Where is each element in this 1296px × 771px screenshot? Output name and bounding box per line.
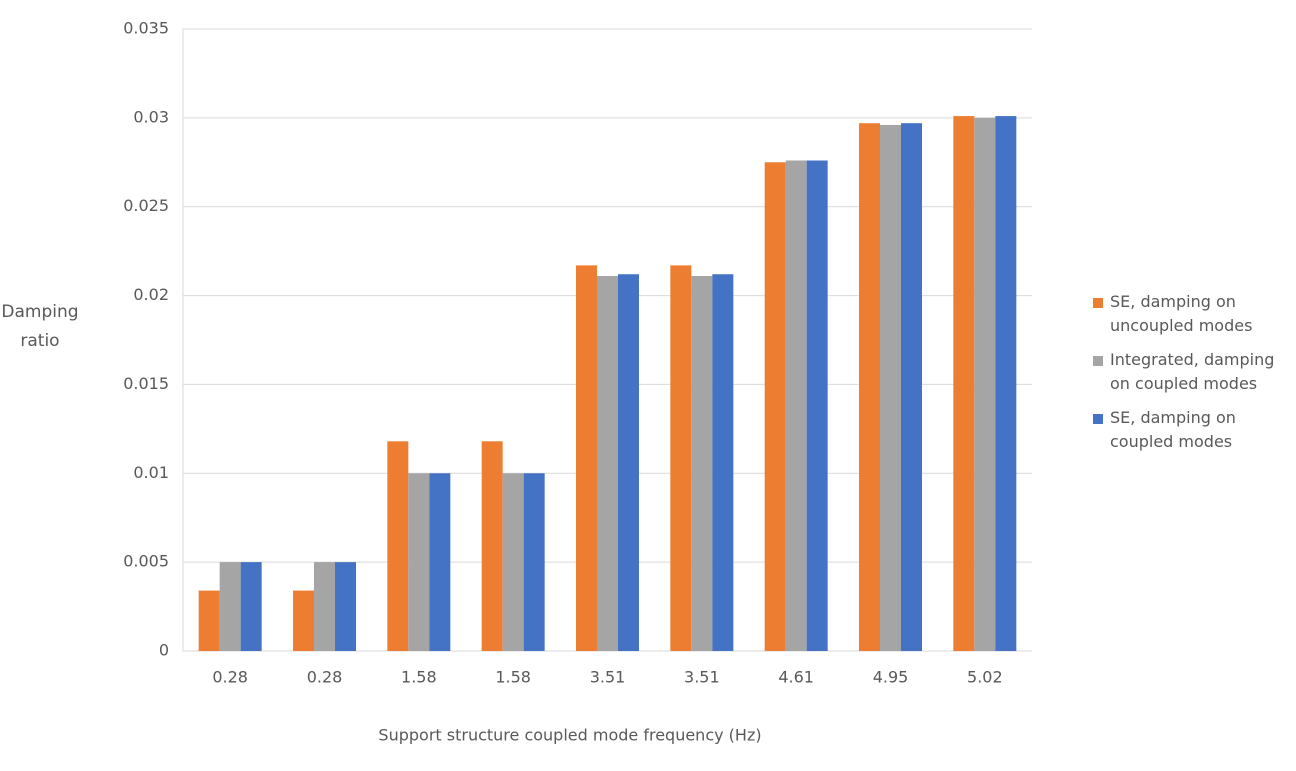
x-tick-label: 4.95 <box>873 668 909 687</box>
bar <box>198 590 220 651</box>
y-tick-label: 0.01 <box>133 463 169 482</box>
legend-label: SE, damping on coupled modes <box>1110 408 1236 451</box>
x-tick-label: 3.51 <box>684 668 720 687</box>
bar <box>240 562 262 651</box>
bar <box>806 160 828 651</box>
y-tick-label: 0.02 <box>133 285 169 304</box>
bar <box>995 116 1017 651</box>
legend-swatch <box>1093 298 1103 308</box>
legend-item: Integrated, damping on coupled modes <box>1093 348 1283 396</box>
bar <box>481 441 503 651</box>
bar <box>670 265 692 651</box>
legend-item: SE, damping on coupled modes <box>1093 406 1283 454</box>
bar <box>293 590 314 651</box>
legend-swatch <box>1093 414 1103 424</box>
bar <box>219 562 241 651</box>
y-tick-label: 0.015 <box>123 374 169 393</box>
bar <box>576 265 597 651</box>
bar <box>387 441 409 651</box>
bar <box>502 473 524 651</box>
bar <box>859 123 880 651</box>
legend-label: Integrated, damping on coupled modes <box>1110 350 1275 393</box>
bar <box>314 562 335 651</box>
legend-swatch <box>1093 356 1103 366</box>
bar <box>901 123 922 651</box>
x-tick-label: 4.61 <box>778 668 814 687</box>
y-tick-label: 0.03 <box>133 107 169 126</box>
bar <box>764 162 786 652</box>
x-tick-label: 3.51 <box>590 668 626 687</box>
bar <box>408 473 430 651</box>
y-tick-label: 0.005 <box>123 552 169 571</box>
x-tick-label: 0.28 <box>212 668 248 687</box>
bar <box>712 274 734 651</box>
bar <box>618 274 639 651</box>
legend-item: SE, damping on uncoupled modes <box>1093 290 1283 338</box>
x-axis-label: Support structure coupled mode frequency… <box>378 726 761 745</box>
y-tick-label: 0.025 <box>123 196 169 215</box>
bar <box>523 473 545 651</box>
x-tick-label: 1.58 <box>401 668 437 687</box>
legend: SE, damping on uncoupled modes Integrated… <box>1093 290 1283 464</box>
y-tick-label: 0 <box>159 641 169 660</box>
bar <box>880 124 901 652</box>
x-tick-label: 1.58 <box>495 668 531 687</box>
bar <box>785 160 807 651</box>
legend-label: SE, damping on uncoupled modes <box>1110 292 1253 335</box>
x-tick-label: 0.28 <box>307 668 343 687</box>
bar <box>597 276 618 651</box>
y-axis-label: Damping ratio <box>1 302 79 351</box>
bar <box>974 117 996 652</box>
x-tick-label: 5.02 <box>967 668 1003 687</box>
bar <box>335 562 356 651</box>
y-tick-label: 0.035 <box>123 19 169 38</box>
bar <box>691 276 713 651</box>
bar <box>429 473 451 651</box>
bar <box>953 116 975 651</box>
